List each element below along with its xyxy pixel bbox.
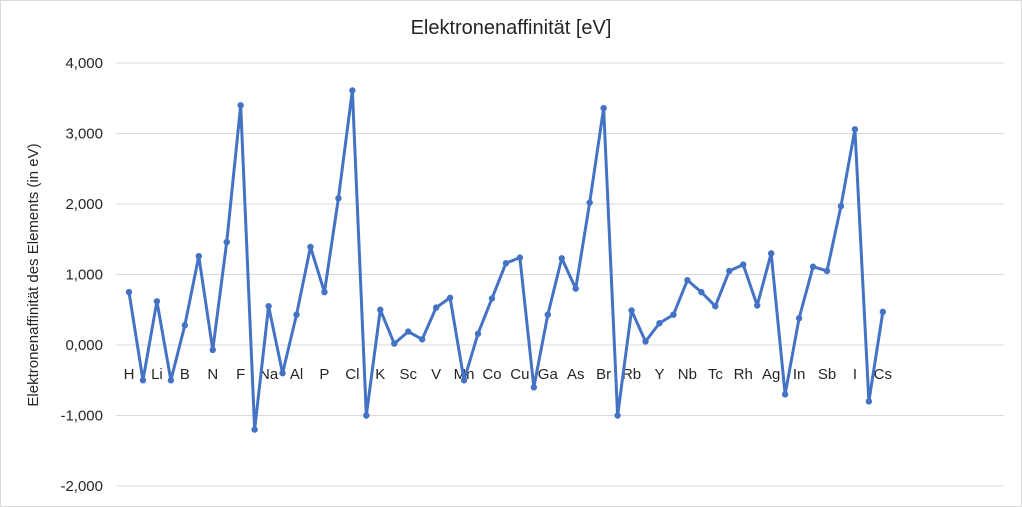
data-point: [195, 252, 202, 260]
x-tick-label: Tc: [708, 366, 724, 383]
data-point: [349, 87, 356, 94]
data-point: [530, 384, 538, 391]
data-point: [391, 340, 398, 347]
data-point: [586, 199, 593, 206]
data-point: [558, 255, 565, 262]
x-tick-label: Cl: [345, 366, 359, 383]
x-tick-label: P: [319, 366, 329, 383]
data-point: [837, 202, 845, 210]
data-point: [321, 288, 328, 296]
data-point: [460, 377, 468, 384]
x-tick-label: Rh: [734, 366, 753, 383]
data-point: [432, 304, 440, 311]
y-tick-label: 3,000: [65, 126, 103, 143]
x-tick-label: Na: [259, 366, 279, 383]
data-point: [614, 412, 621, 419]
x-axis-ticks: H Li B N F Na Al P Cl K Sc V Mn Co Cu Ga As Br Rb Y Nb Tc Rh Ag…: [124, 366, 892, 383]
y-tick-label: -2,000: [60, 478, 103, 495]
x-tick-label: I: [853, 366, 857, 383]
data-point: [293, 311, 300, 318]
data-point: [516, 254, 524, 261]
data-point: [125, 288, 133, 296]
x-tick-label: As: [567, 366, 585, 383]
x-tick-label: H: [124, 366, 135, 383]
x-tick-label: Sb: [818, 366, 836, 383]
data-point: [223, 238, 230, 246]
data-point: [474, 330, 482, 337]
x-tick-label: F: [236, 366, 245, 383]
data-point: [502, 260, 510, 267]
data-point: [795, 315, 803, 322]
x-tick-label: Ag: [762, 366, 780, 383]
data-point: [656, 319, 663, 327]
y-tick-label: 1,000: [65, 267, 103, 284]
x-tick-label: Al: [290, 366, 303, 383]
x-tick-label: Y: [654, 366, 664, 383]
data-point: [879, 308, 887, 316]
x-tick-label: B: [180, 366, 190, 383]
data-point: [335, 195, 342, 202]
y-tick-label: -1,000: [60, 408, 103, 425]
data-point: [698, 288, 705, 296]
data-point: [823, 267, 831, 275]
data-point: [865, 398, 873, 405]
y-tick-label: 2,000: [65, 196, 103, 213]
data-point: [740, 261, 747, 268]
x-tick-label: Rb: [622, 366, 641, 383]
data-point: [279, 370, 286, 377]
data-point: [237, 102, 244, 109]
data-point: [754, 302, 761, 309]
data-point: [781, 391, 789, 398]
data-point: [307, 243, 314, 251]
y-axis-ticks: 4,000 3,000 2,000 1,000 0,000 -1,000 -2,000: [60, 55, 103, 495]
x-tick-label: Br: [596, 366, 611, 383]
data-point: [544, 311, 551, 318]
data-point: [642, 338, 649, 345]
data-point: [167, 377, 175, 384]
data-point: [726, 267, 733, 275]
x-tick-label: Sc: [399, 366, 417, 383]
data-point: [712, 303, 719, 310]
y-tick-label: 0,000: [65, 337, 103, 354]
x-tick-label: Ga: [538, 366, 559, 383]
y-tick-label: 4,000: [65, 55, 103, 72]
data-point: [363, 412, 370, 419]
data-point: [251, 426, 258, 433]
data-point: [628, 307, 635, 314]
y-axis-label: Elektronenaffinität des Elements (in eV): [25, 143, 42, 406]
x-tick-label: V: [431, 366, 441, 383]
data-point: [767, 250, 775, 257]
data-point: [600, 104, 607, 112]
chart-title: Elektronenaffinität [eV]: [411, 17, 612, 39]
data-point: [809, 263, 817, 270]
data-point: [153, 298, 161, 305]
data-point: [572, 285, 579, 292]
x-tick-label: Nb: [678, 366, 697, 383]
x-tick-label: N: [207, 366, 218, 383]
data-point: [377, 306, 384, 313]
data-point: [851, 126, 859, 133]
x-tick-label: Cs: [874, 366, 892, 383]
x-tick-label: K: [375, 366, 385, 383]
x-tick-label: Li: [151, 366, 163, 383]
x-tick-label: Co: [482, 366, 501, 383]
data-point: [488, 295, 496, 302]
data-point: [139, 377, 147, 384]
data-points: [125, 87, 887, 433]
x-tick-label: Cu: [510, 366, 529, 383]
data-point: [265, 303, 272, 310]
data-point: [418, 336, 426, 343]
data-point: [181, 322, 189, 329]
data-point: [446, 294, 454, 301]
data-point: [405, 328, 412, 335]
x-tick-label: In: [793, 366, 806, 383]
data-point: [684, 276, 691, 284]
data-point: [209, 346, 216, 354]
data-point: [670, 311, 677, 318]
